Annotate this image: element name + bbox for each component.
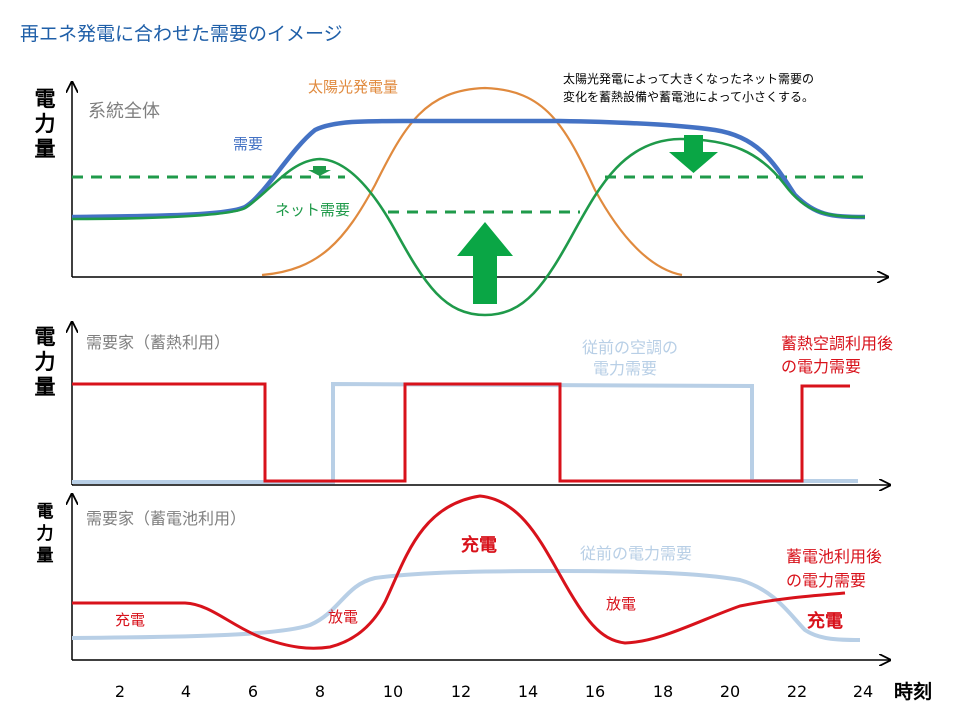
panel1-ylabel-3: 量 <box>35 137 56 161</box>
previous-aircon-demand-line <box>72 381 858 484</box>
demand-curve <box>71 118 866 220</box>
x-tick: 12 <box>451 682 471 701</box>
x-tick: 24 <box>853 682 873 701</box>
panel3-ylabel-3: 量 <box>37 545 54 566</box>
charge-label-left: 充電 <box>115 611 145 629</box>
x-tick: 20 <box>720 682 740 701</box>
net-demand-curve <box>71 137 866 317</box>
arrow-down-small-icon <box>308 166 331 176</box>
x-axis-label: 時刻 <box>894 680 932 703</box>
solar-generation-curve <box>261 86 683 277</box>
panel2-label: 需要家（蓄熱利用） <box>86 333 230 352</box>
discharge-label-left: 放電 <box>328 608 358 626</box>
previous-aircon-label-1: 従前の空調の <box>582 338 678 357</box>
panel3-ylabel-2: 力 <box>37 523 54 544</box>
x-tick: 18 <box>653 682 673 701</box>
x-axis-ticks: 2 4 6 8 10 12 14 16 18 20 22 24 時刻 <box>115 680 932 703</box>
panel-thermal-storage: 電 力 量 需要家（蓄熱利用） 従前の空調の 電力需要 蓄熱空調利用後 の電力需… <box>35 322 893 485</box>
previous-demand-curve <box>71 568 861 642</box>
panel-grid-total: 電 力 量 系統全体 需要 太陽光発電量 ネット需要 太陽光発電によって大きくな… <box>35 71 889 317</box>
battery-demand-curve <box>72 494 846 650</box>
x-tick: 2 <box>115 682 125 701</box>
charge-label-center: 充電 <box>461 534 497 556</box>
x-tick: 16 <box>585 682 605 701</box>
net-demand-label: ネット需要 <box>275 201 350 219</box>
panel2-ylabel-2: 力 <box>35 350 56 374</box>
panel-battery-storage: 電 力 量 需要家（蓄電池利用） 従前の電力需要 蓄電池利用後 の電力需要 充電… <box>37 494 891 660</box>
panel3-ylabel-1: 電 <box>37 502 54 522</box>
x-tick: 4 <box>181 682 191 701</box>
page-title: 再エネ発電に合わせた需要のイメージ <box>20 23 343 45</box>
panel1-ylabel-2: 力 <box>35 112 56 136</box>
x-tick: 22 <box>787 682 807 701</box>
panel3-label: 需要家（蓄電池利用） <box>86 509 246 528</box>
charge-label-right: 充電 <box>807 610 843 632</box>
panel1-label: 系統全体 <box>88 101 160 122</box>
arrow-down-medium-icon <box>669 135 718 173</box>
x-tick: 8 <box>315 682 325 701</box>
note-line-2: 変化を蓄熱設備や蓄電池によって小さくする。 <box>563 89 814 104</box>
panel2-ylabel-1: 電 <box>35 325 56 349</box>
thermal-after-label-1: 蓄熱空調利用後 <box>781 334 893 353</box>
demand-label: 需要 <box>233 135 263 153</box>
battery-after-label-2: の電力需要 <box>786 571 866 590</box>
thermal-storage-demand-line <box>72 382 850 483</box>
solar-label: 太陽光発電量 <box>308 78 398 96</box>
previous-demand-label: 従前の電力需要 <box>580 544 692 563</box>
x-tick: 6 <box>248 682 258 701</box>
panel1-ylabel-1: 電 <box>35 87 56 111</box>
thermal-after-label-2: の電力需要 <box>781 357 861 376</box>
x-tick: 10 <box>383 682 403 701</box>
panel2-ylabel-3: 量 <box>35 375 56 399</box>
note-line-1: 太陽光発電によって大きくなったネット需要の <box>563 71 814 86</box>
battery-after-label-1: 蓄電池利用後 <box>786 547 882 566</box>
previous-aircon-label-2: 電力需要 <box>593 359 657 378</box>
arrow-up-large-icon <box>457 222 513 304</box>
discharge-label-right: 放電 <box>606 595 636 613</box>
x-tick: 14 <box>518 682 538 701</box>
